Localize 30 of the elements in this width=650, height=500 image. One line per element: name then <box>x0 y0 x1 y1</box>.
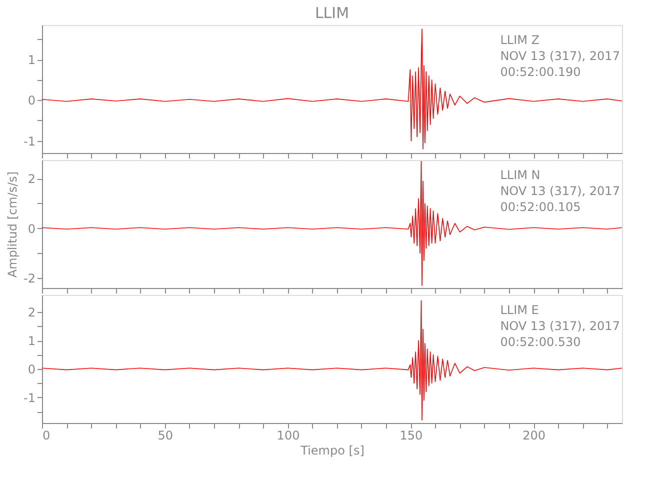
x-tick-label: 50 <box>158 428 174 442</box>
y-tick-label: -2 <box>24 272 36 286</box>
y-axis-title: Amplitud [cm/s/s] <box>6 171 20 278</box>
y-tick-label: 0 <box>28 94 36 108</box>
y-tick-label: -1 <box>24 134 36 148</box>
x-tick-label: 200 <box>522 428 546 442</box>
y-tick-label: 0 <box>28 362 36 376</box>
y-tick-label: 0 <box>28 222 36 236</box>
chart-title: LLIM <box>314 4 350 22</box>
x-tick-label: 0 <box>42 428 50 442</box>
y-tick-label: 1 <box>28 334 36 348</box>
annotation: LLIM E <box>500 303 539 317</box>
x-tick-label: 100 <box>276 428 300 442</box>
x-tick-label: 150 <box>400 428 423 442</box>
annotation: LLIM N <box>500 168 540 182</box>
annotation: NOV 13 (317), 2017 <box>500 184 620 198</box>
annotation: 00:52:00.190 <box>500 65 581 79</box>
y-tick-label: 2 <box>28 172 36 186</box>
annotation: LLIM Z <box>500 33 540 47</box>
y-tick-label: 2 <box>28 306 36 320</box>
line-series <box>42 28 622 150</box>
annotation: NOV 13 (317), 2017 <box>500 49 620 63</box>
line-series <box>42 160 622 286</box>
annotation: NOV 13 (317), 2017 <box>500 319 620 333</box>
y-tick-label: 1 <box>28 53 36 68</box>
annotation: 00:52:00.530 <box>500 335 581 349</box>
x-axis-title: Tiempo [s] <box>300 444 364 458</box>
line-series <box>42 300 622 421</box>
y-tick-label: -1 <box>24 390 36 405</box>
annotation: 00:52:00.105 <box>500 200 581 214</box>
